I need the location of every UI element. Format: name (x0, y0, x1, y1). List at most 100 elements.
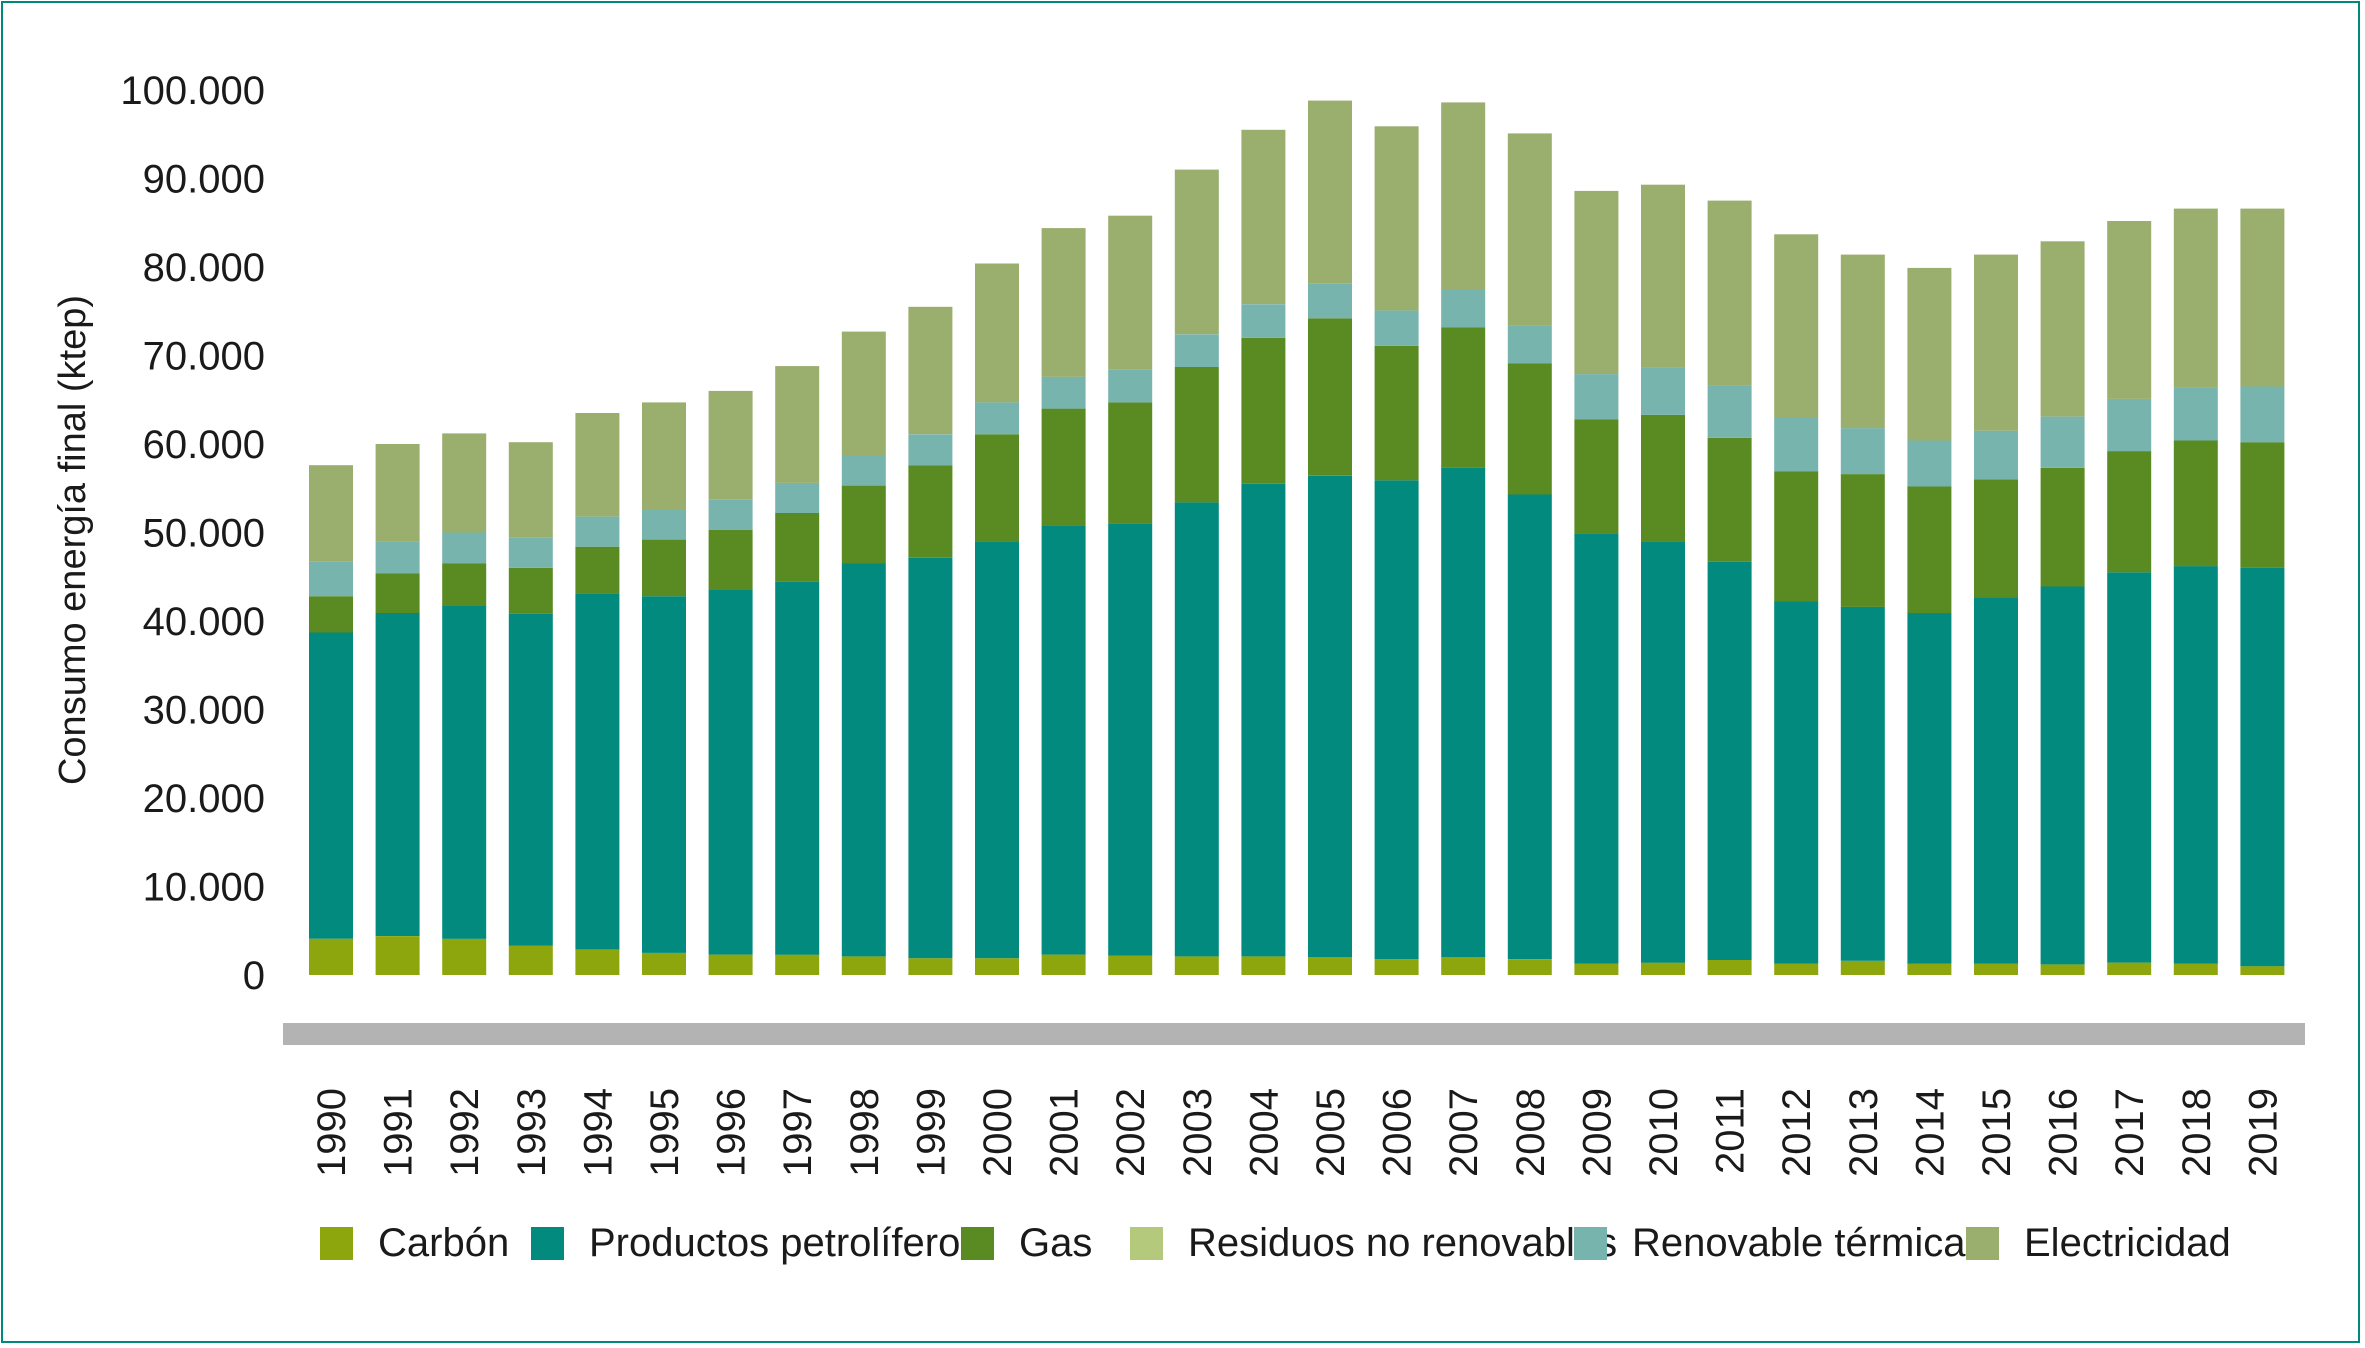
x-tick-label: 2015 (1975, 1088, 2019, 1177)
bar-segment (309, 465, 353, 562)
x-tick-label: 2008 (1509, 1088, 1553, 1177)
x-tick-label: 2005 (1309, 1088, 1353, 1177)
bar-segment (1041, 408, 1086, 526)
bar-segment (1907, 267, 1952, 441)
bar-segment (1840, 254, 1885, 429)
bar-stack-1997 (775, 366, 820, 975)
bar-segment (975, 958, 1019, 975)
bar-segment (1308, 100, 1352, 284)
bar-segment (1574, 419, 1619, 534)
legend-swatch (1130, 1227, 1163, 1260)
bar-segment (1574, 533, 1619, 964)
bar-segment (2173, 566, 2218, 964)
bars (309, 100, 2285, 975)
bar-segment (1041, 228, 1086, 377)
x-tick-label: 1991 (377, 1088, 421, 1177)
x-tick-label: 2011 (1709, 1088, 1753, 1174)
bar-segment (442, 433, 487, 533)
bar-segment (375, 444, 420, 542)
bar-segment (1374, 345, 1419, 481)
bar-segment (375, 936, 420, 975)
bar-segment (841, 485, 886, 564)
bar-segment (1974, 430, 2018, 480)
y-tick-label: 40.000 (143, 600, 265, 644)
x-tick-label: 2006 (1376, 1088, 1420, 1177)
y-tick-label: 80.000 (143, 246, 265, 290)
bar-segment (1840, 474, 1885, 607)
bar-segment (1707, 561, 1752, 960)
bar-segment (841, 956, 886, 975)
bar-segment (1174, 334, 1219, 367)
bar-segment (841, 331, 886, 456)
bar-segment (2240, 567, 2285, 967)
bar-stack-2001 (1041, 228, 1086, 975)
bar-segment (1641, 962, 1685, 975)
x-axis-ticks: 1990 1991 1992 1993 1994 1995 1996 1997 1998 1999… (310, 1088, 2285, 1177)
x-tick-label: 2001 (1043, 1088, 1087, 1177)
y-axis-title: Consumo energía final (ktep) (52, 295, 94, 785)
bar-segment (1308, 957, 1352, 975)
bar-segment (1707, 385, 1752, 438)
bar-segment (1907, 963, 1952, 975)
bar-stack-2018 (2173, 208, 2218, 975)
x-tick-label: 2004 (1242, 1088, 1286, 1177)
bar-segment (1907, 613, 1952, 964)
bar-segment (1907, 486, 1952, 614)
bar-segment (1507, 494, 1552, 959)
legend-swatch (320, 1227, 353, 1260)
bar-segment (775, 482, 820, 513)
bar-segment (1574, 963, 1619, 975)
bar-stack-2004 (1241, 129, 1286, 975)
bar-segment (2107, 451, 2152, 573)
bar-segment (375, 613, 420, 936)
bar-segment (775, 954, 820, 975)
bar-segment (908, 958, 953, 975)
bar-segment (1507, 959, 1552, 975)
bar-segment (508, 613, 553, 946)
bar-stack-1995 (642, 402, 686, 975)
bar-segment (1108, 369, 1153, 403)
bar-segment (1641, 541, 1685, 963)
bar-segment (1108, 402, 1153, 524)
bar-segment (1774, 471, 1819, 602)
y-tick-label: 30.000 (143, 689, 265, 733)
bar-segment (2107, 398, 2152, 452)
bar-stack-2014 (1907, 267, 1952, 975)
bar-segment (775, 366, 820, 483)
y-tick-label: 50.000 (143, 512, 265, 556)
x-tick-label: 2003 (1176, 1088, 1220, 1177)
bar-segment (1507, 363, 1552, 495)
bar-segment (309, 596, 353, 633)
bar-segment (508, 442, 553, 538)
bar-stack-2006 (1374, 126, 1419, 975)
bar-segment (1974, 479, 2018, 598)
bar-segment (908, 306, 953, 435)
bar-segment (508, 567, 553, 614)
bar-segment (1374, 126, 1419, 311)
bar-segment (1840, 606, 1885, 961)
bar-stack-2002 (1108, 215, 1153, 975)
bar-stack-2007 (1441, 102, 1486, 975)
x-tick-label: 2002 (1109, 1088, 1153, 1177)
bar-segment (2240, 208, 2285, 387)
bar-segment (575, 546, 620, 594)
bar-segment (1840, 960, 1885, 975)
bar-segment (1308, 475, 1352, 958)
bar-segment (642, 596, 686, 953)
bar-segment (1241, 956, 1286, 975)
bar-segment (1241, 483, 1286, 957)
bar-segment (508, 945, 553, 975)
bar-segment (442, 563, 487, 606)
bar-segment (1641, 184, 1685, 368)
bar-segment (2107, 572, 2152, 963)
bar-segment (1641, 367, 1685, 415)
legend-label: Electricidad (2024, 1221, 2231, 1265)
x-tick-label: 1995 (643, 1088, 687, 1177)
bar-segment (1041, 525, 1086, 955)
legend-item: Carbón (320, 1221, 509, 1265)
bar-segment (1774, 601, 1819, 964)
bar-segment (2040, 416, 2085, 468)
bar-stack-2019 (2240, 208, 2285, 975)
x-tick-label: 2018 (2175, 1088, 2219, 1177)
